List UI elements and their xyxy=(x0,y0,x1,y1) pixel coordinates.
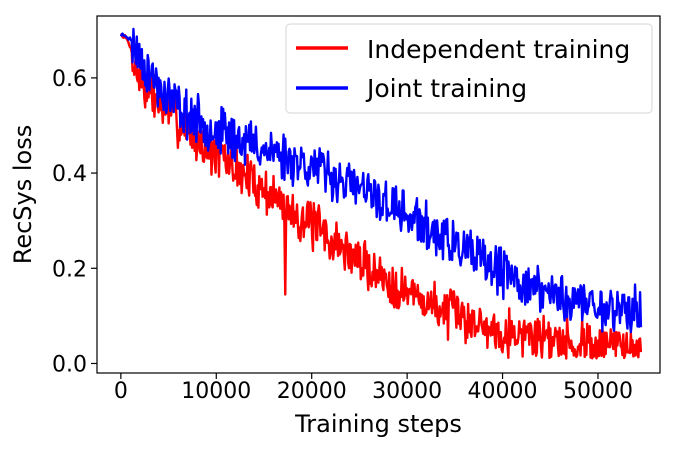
y-tick-label: 0.0 xyxy=(52,352,87,377)
y-tick-label: 0.4 xyxy=(52,162,87,187)
legend-label-independent: Independent training xyxy=(367,35,630,64)
series-line-independent xyxy=(119,33,643,360)
x-tick-label: 50000 xyxy=(563,379,633,404)
x-tick-label: 0 xyxy=(114,379,128,404)
series-line-joint xyxy=(119,27,643,334)
y-axis-label: RecSys loss xyxy=(9,125,37,265)
x-axis-label: Training steps xyxy=(294,410,462,438)
x-tick-label: 30000 xyxy=(372,379,442,404)
legend-label-joint: Joint training xyxy=(365,74,527,103)
legend-box xyxy=(285,23,653,114)
x-tick-label: 10000 xyxy=(181,379,251,404)
legend: Independent training Joint training xyxy=(285,23,653,114)
x-tick-label: 40000 xyxy=(468,379,538,404)
y-tick-label: 0.2 xyxy=(52,257,87,282)
y-tick-label: 0.6 xyxy=(52,67,87,92)
x-tick-label: 20000 xyxy=(277,379,347,404)
plot-frame xyxy=(96,15,661,374)
